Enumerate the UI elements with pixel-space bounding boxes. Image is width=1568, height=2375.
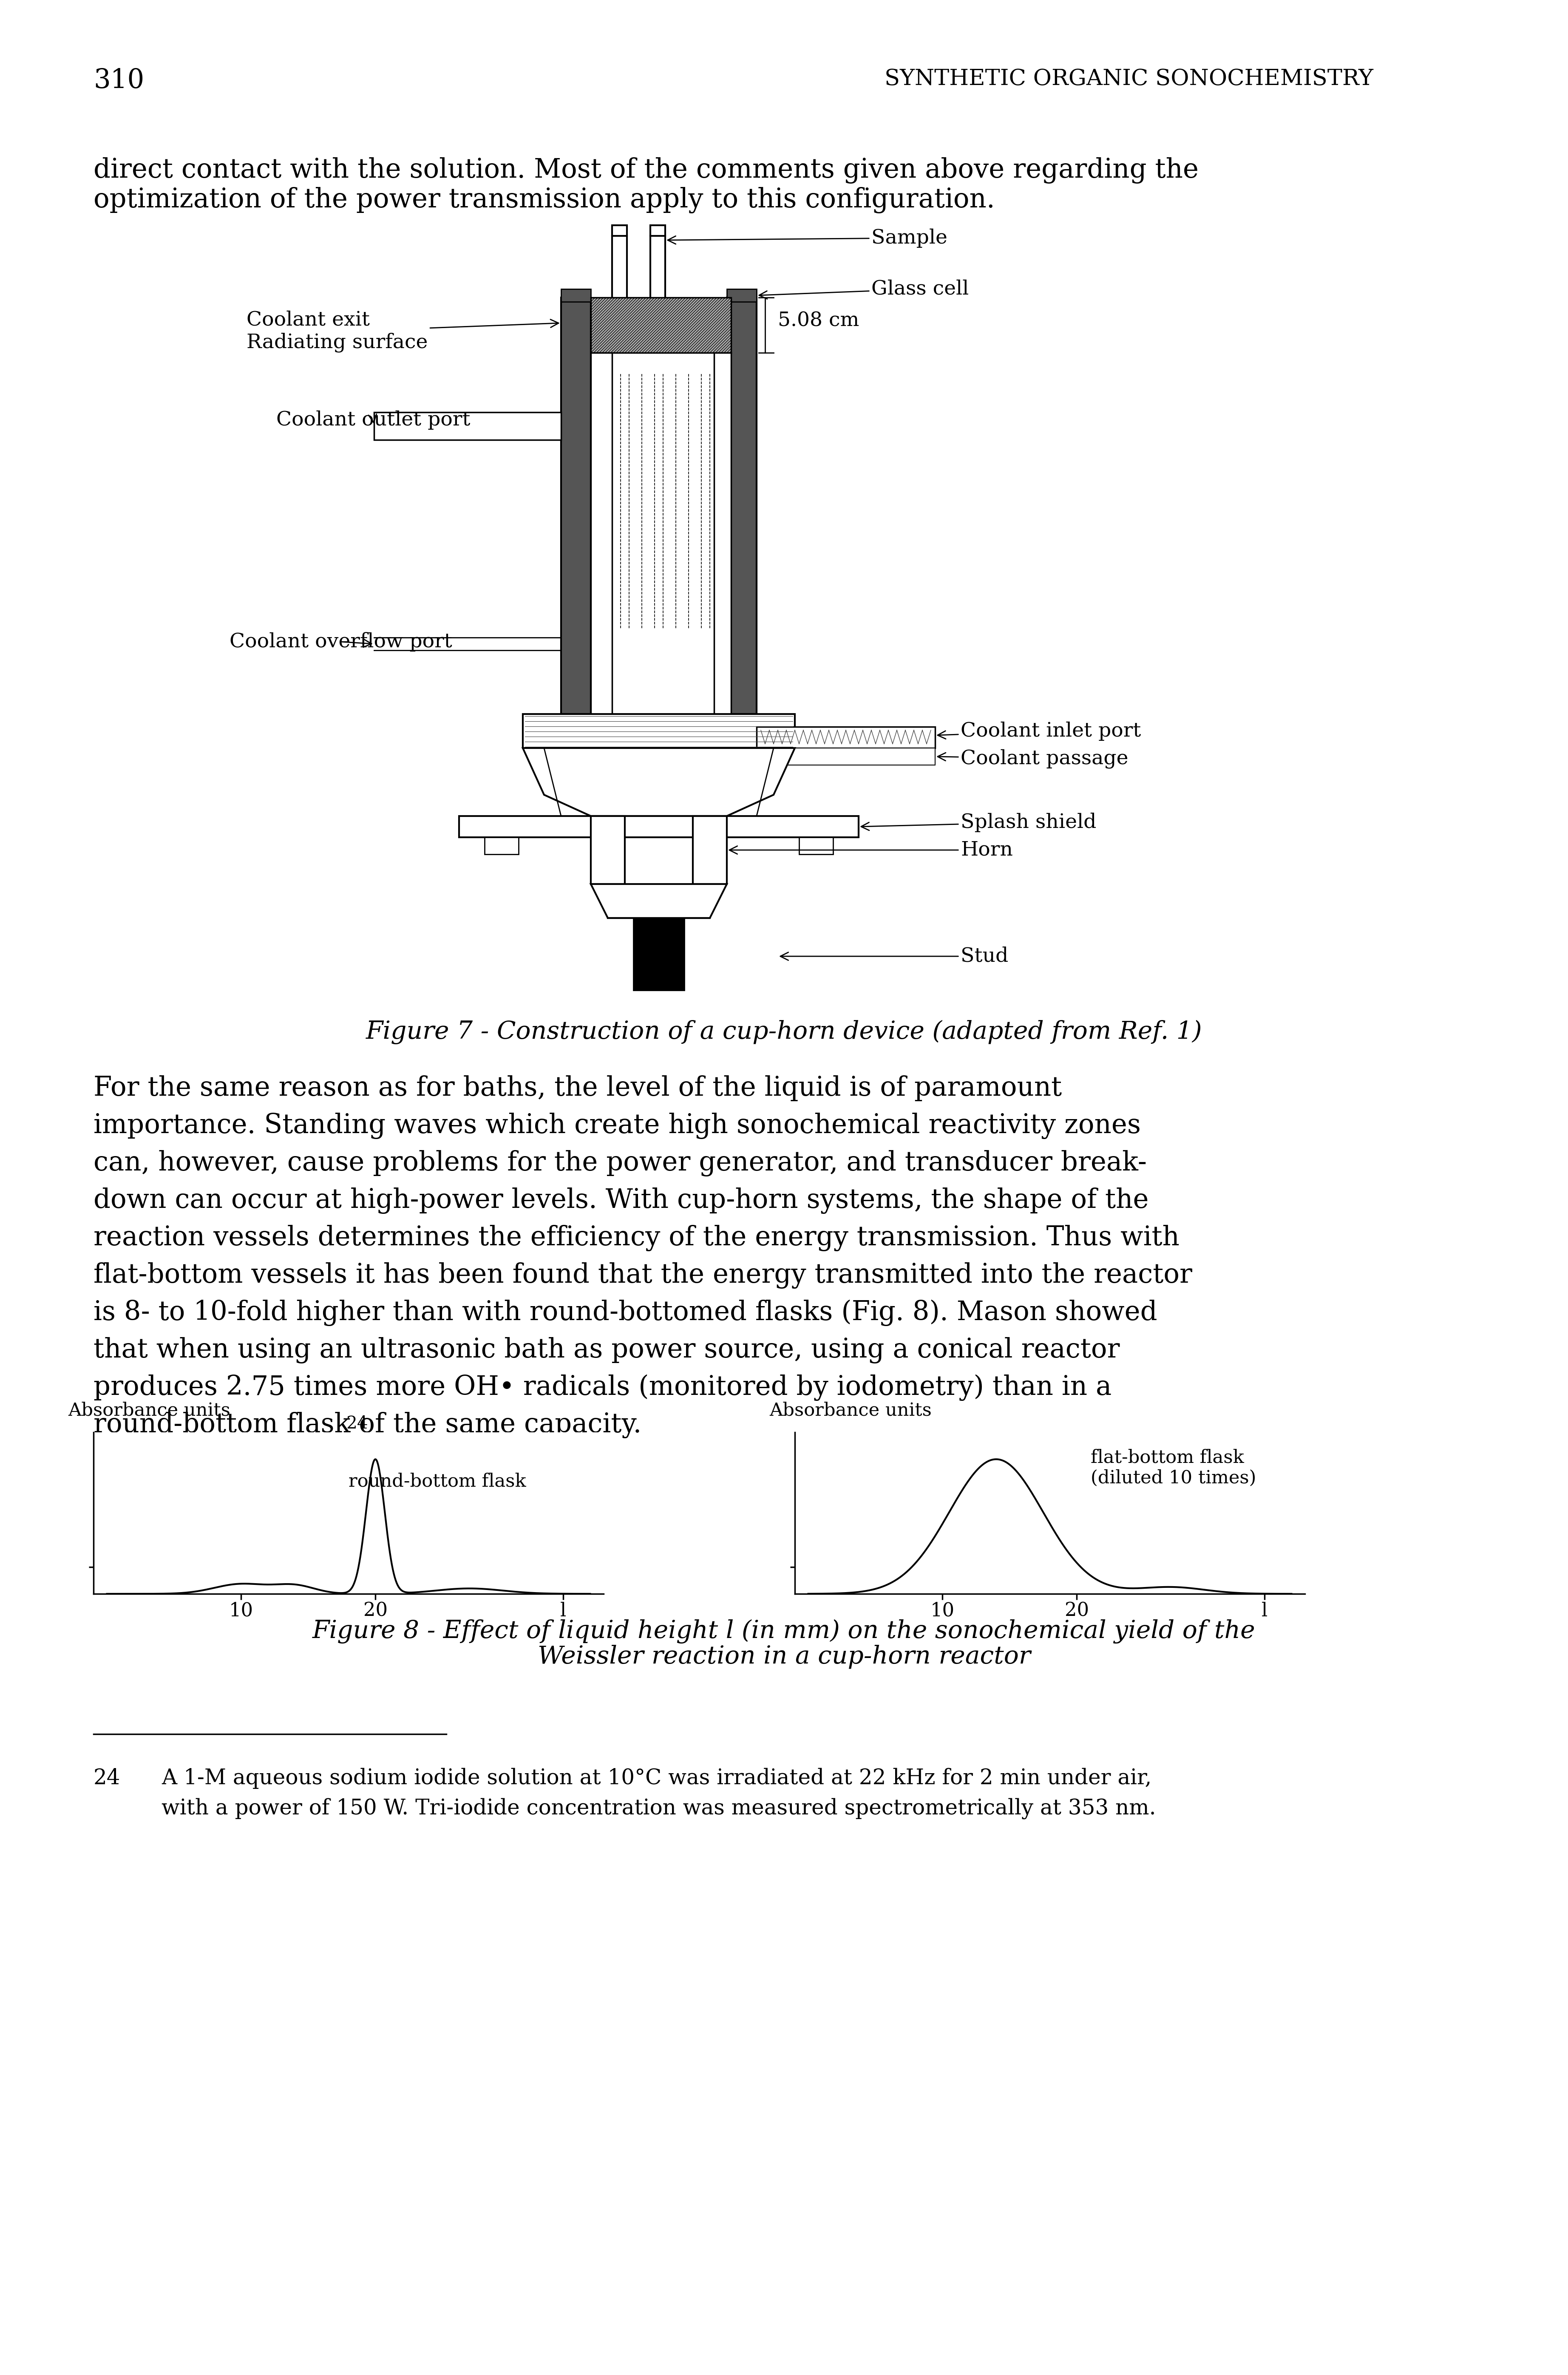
Bar (651, 226, 665, 318)
Text: 5.08 cm: 5.08 cm (778, 311, 859, 330)
Text: A 1-M aqueous sodium iodide solution at 10°C was irradiated at 22 kHz for 2 min : A 1-M aqueous sodium iodide solution at … (162, 1767, 1151, 1788)
Bar (633, 919, 684, 990)
Text: 24: 24 (94, 1767, 121, 1788)
Text: reaction vessels determines the efficiency of the energy transmission. Thus with: reaction vessels determines the efficien… (94, 1226, 1179, 1252)
Bar (591, 297, 731, 354)
Bar (591, 817, 624, 883)
Bar (561, 297, 591, 715)
Text: down can occur at high-power levels. With cup-horn systems, the shape of the: down can occur at high-power levels. Wit… (94, 1188, 1149, 1214)
Text: Stud: Stud (781, 948, 1008, 967)
Text: round-bottom flask of the same capacity.: round-bottom flask of the same capacity. (94, 1411, 641, 1439)
Text: that when using an ultrasonic bath as power source, using a conical reactor: that when using an ultrasonic bath as po… (94, 1337, 1120, 1363)
Text: Splash shield: Splash shield (861, 812, 1096, 831)
Text: For the same reason as for baths, the level of the liquid is of paramount: For the same reason as for baths, the le… (94, 1076, 1062, 1102)
Text: Coolant outlet port: Coolant outlet port (276, 411, 470, 430)
Text: importance. Standing waves which create high sonochemical reactivity zones: importance. Standing waves which create … (94, 1114, 1142, 1140)
Text: produces 2.75 times more OH• radicals (monitored by iodometry) than in a: produces 2.75 times more OH• radicals (m… (94, 1375, 1112, 1401)
Bar (459, 817, 859, 838)
Text: Coolant passage: Coolant passage (938, 748, 1129, 770)
Bar (693, 817, 728, 883)
Text: direct contact with the solution. Most of the comments given above regarding the: direct contact with the solution. Most o… (94, 157, 1198, 183)
Bar (561, 290, 591, 302)
Bar (375, 413, 561, 439)
Text: Coolant exit
Radiating surface: Coolant exit Radiating surface (246, 311, 558, 351)
Text: is 8- to 10-fold higher than with round-bottomed flasks (Fig. 8). Mason showed: is 8- to 10-fold higher than with round-… (94, 1299, 1157, 1325)
Text: 310: 310 (94, 69, 144, 95)
Text: round-bottom flask: round-bottom flask (348, 1472, 527, 1492)
Text: Figure 8 - Effect of liquid height l (in mm) on the sonochemical yield of the: Figure 8 - Effect of liquid height l (in… (312, 1620, 1256, 1643)
Bar (485, 838, 519, 855)
Text: Glass cell: Glass cell (759, 280, 969, 299)
Bar (800, 838, 833, 855)
Bar (612, 226, 627, 318)
Text: Sample: Sample (668, 228, 947, 247)
Text: Coolant inlet port: Coolant inlet port (938, 722, 1142, 741)
Text: 24: 24 (347, 1415, 368, 1432)
Text: Figure 7 - Construction of a cup-horn device (adapted from Ref. 1): Figure 7 - Construction of a cup-horn de… (365, 1019, 1203, 1045)
Text: Weissler reaction in a cup-horn reactor: Weissler reaction in a cup-horn reactor (538, 1646, 1030, 1670)
Bar (728, 297, 757, 715)
Text: can, however, cause problems for the power generator, and transducer break-: can, however, cause problems for the pow… (94, 1150, 1146, 1176)
Text: Coolant overflow port: Coolant overflow port (229, 632, 452, 651)
Bar (757, 727, 935, 748)
Text: with a power of 150 W. Tri-iodide concentration was measured spectrometrically a: with a power of 150 W. Tri-iodide concen… (162, 1798, 1156, 1819)
Text: flat-bottom vessels it has been found that the energy transmitted into the react: flat-bottom vessels it has been found th… (94, 1261, 1192, 1290)
Text: Absorbance units: Absorbance units (67, 1401, 230, 1420)
Bar (591, 354, 612, 715)
Text: optimization of the power transmission apply to this configuration.: optimization of the power transmission a… (94, 188, 996, 214)
Text: Horn: Horn (729, 841, 1013, 860)
Text: SYNTHETIC ORGANIC SONOCHEMISTRY: SYNTHETIC ORGANIC SONOCHEMISTRY (884, 69, 1374, 90)
Polygon shape (591, 883, 728, 919)
Polygon shape (522, 748, 795, 817)
Text: flat-bottom flask
(diluted 10 times): flat-bottom flask (diluted 10 times) (1091, 1449, 1256, 1487)
Text: Absorbance units: Absorbance units (770, 1401, 931, 1420)
Bar (757, 748, 935, 765)
Bar (713, 354, 731, 715)
Bar (522, 715, 795, 748)
Bar (728, 290, 757, 302)
